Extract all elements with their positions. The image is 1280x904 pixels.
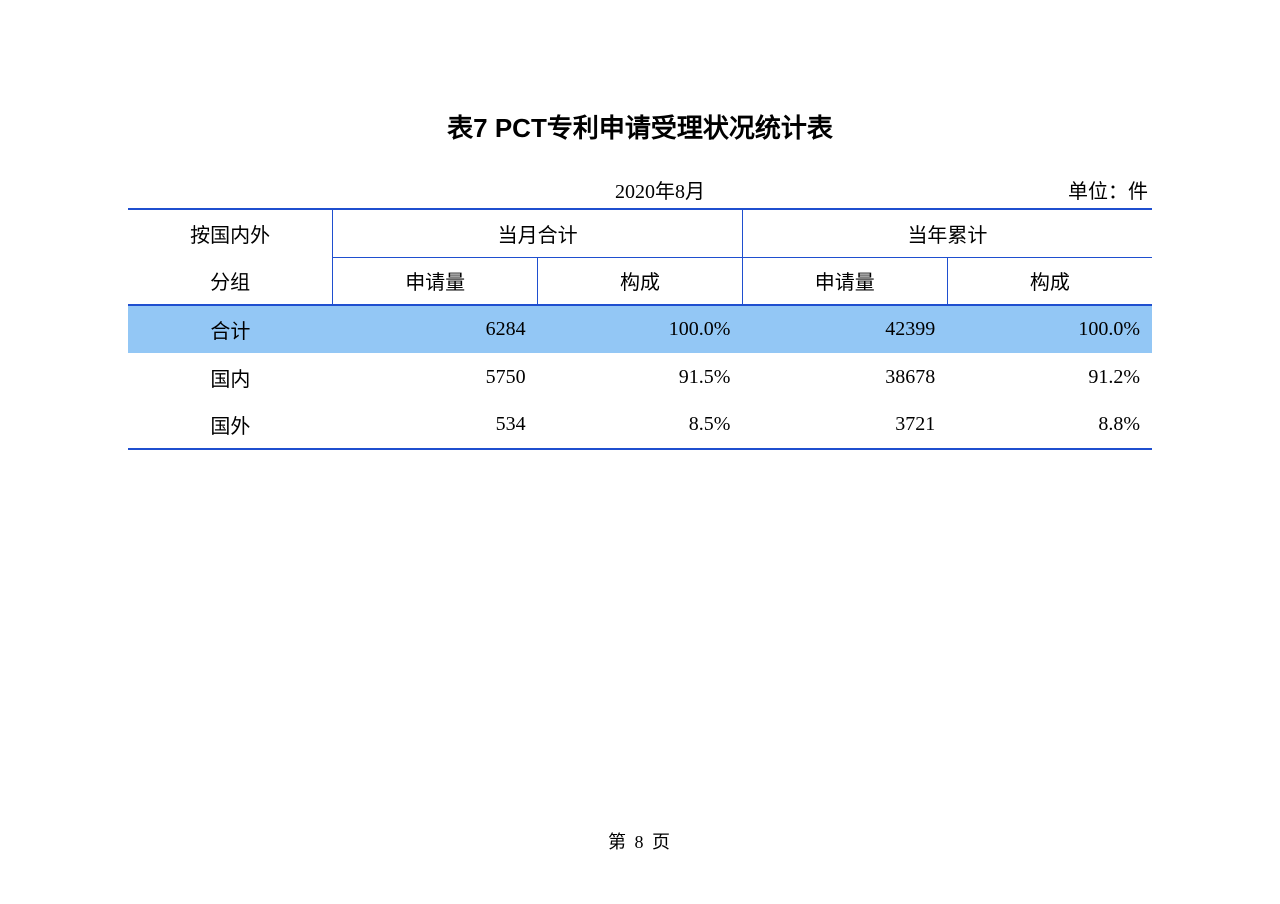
row-label: 合计 [128, 305, 333, 353]
cell-month-apps: 6284 [333, 305, 538, 353]
cell-month-apps: 534 [333, 401, 538, 449]
header-month-apps: 申请量 [333, 257, 538, 305]
header-yearly: 当年累计 [742, 209, 1152, 257]
cell-month-apps: 5750 [333, 353, 538, 401]
cell-month-comp: 100.0% [538, 305, 743, 353]
page-title: 表7 PCT专利申请受理状况统计表 [128, 108, 1152, 145]
header-monthly: 当月合计 [333, 209, 743, 257]
header-year-apps: 申请量 [742, 257, 947, 305]
table-header: 按国内外 当月合计 当年累计 分组 申请量 构成 申请量 构成 [128, 209, 1152, 305]
page-container: 表7 PCT专利申请受理状况统计表 2020年8月 单位：件 按国内外 当月合计… [0, 0, 1280, 450]
subtitle-row: 2020年8月 单位：件 [128, 175, 1152, 204]
table-row: 国外 534 8.5% 3721 8.8% [128, 401, 1152, 449]
cell-month-comp: 91.5% [538, 353, 743, 401]
cell-year-comp: 100.0% [947, 305, 1152, 353]
row-label: 国外 [128, 401, 333, 449]
header-year-comp: 构成 [947, 257, 1152, 305]
header-group-1: 按国内外 [128, 209, 333, 257]
table-row: 合计 6284 100.0% 42399 100.0% [128, 305, 1152, 353]
unit-label: 单位：件 [1068, 175, 1148, 204]
page-number: 第 8 页 [0, 828, 1280, 854]
cell-year-apps: 3721 [742, 401, 947, 449]
cell-year-apps: 42399 [742, 305, 947, 353]
cell-year-apps: 38678 [742, 353, 947, 401]
data-table: 按国内外 当月合计 当年累计 分组 申请量 构成 申请量 构成 合计 6284 … [128, 208, 1152, 450]
cell-year-comp: 8.8% [947, 401, 1152, 449]
header-group-2: 分组 [128, 257, 333, 305]
table-body: 合计 6284 100.0% 42399 100.0% 国内 5750 91.5… [128, 305, 1152, 449]
cell-year-comp: 91.2% [947, 353, 1152, 401]
report-date: 2020年8月 [252, 175, 1068, 204]
header-month-comp: 构成 [538, 257, 743, 305]
table-row: 国内 5750 91.5% 38678 91.2% [128, 353, 1152, 401]
row-label: 国内 [128, 353, 333, 401]
cell-month-comp: 8.5% [538, 401, 743, 449]
